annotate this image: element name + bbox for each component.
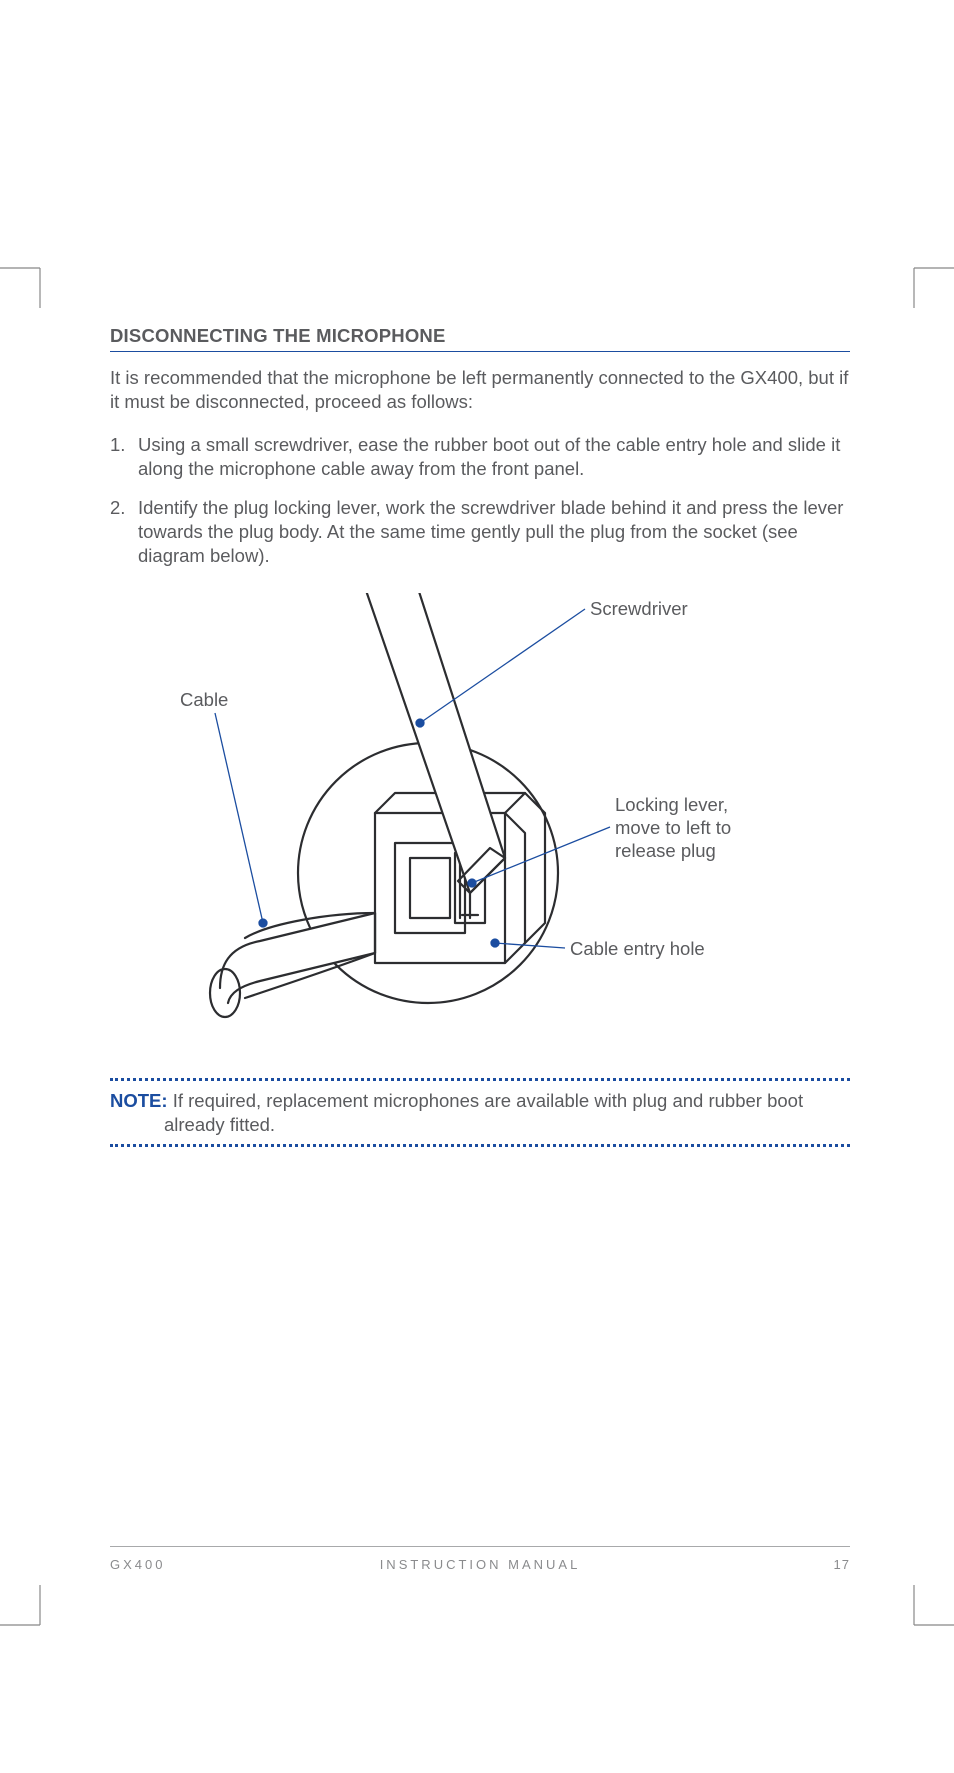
page-content: DISCONNECTING THE MICROPHONE It is recom… xyxy=(110,325,850,1147)
note-text-line1: If required, replacement microphones are… xyxy=(173,1090,803,1111)
footer-page-number: 17 xyxy=(834,1557,850,1572)
intro-paragraph: It is recommended that the microphone be… xyxy=(110,366,850,415)
step-item: Using a small screwdriver, ease the rubb… xyxy=(110,433,850,482)
steps-list: Using a small screwdriver, ease the rubb… xyxy=(110,433,850,569)
note-text-line2: already fitted. xyxy=(110,1113,850,1137)
label-cable-entry-hole: Cable entry hole xyxy=(570,937,705,960)
label-screwdriver: Screwdriver xyxy=(590,597,688,620)
note-label: NOTE: xyxy=(110,1090,168,1111)
diagram-svg xyxy=(110,593,850,1023)
footer-center: INSTRUCTION MANUAL xyxy=(380,1557,581,1572)
step-item: Identify the plug locking lever, work th… xyxy=(110,496,850,569)
label-locking-lever: Locking lever, move to left to release p… xyxy=(615,793,731,862)
footer-left: GX400 xyxy=(110,1557,165,1572)
note-box: NOTE: If required, replacement microphon… xyxy=(110,1078,850,1147)
diagram: Screwdriver Cable Locking lever, move to… xyxy=(110,593,850,1023)
section-title: DISCONNECTING THE MICROPHONE xyxy=(110,325,850,352)
label-cable: Cable xyxy=(180,688,228,711)
page-footer: GX400 INSTRUCTION MANUAL 17 xyxy=(110,1546,850,1572)
